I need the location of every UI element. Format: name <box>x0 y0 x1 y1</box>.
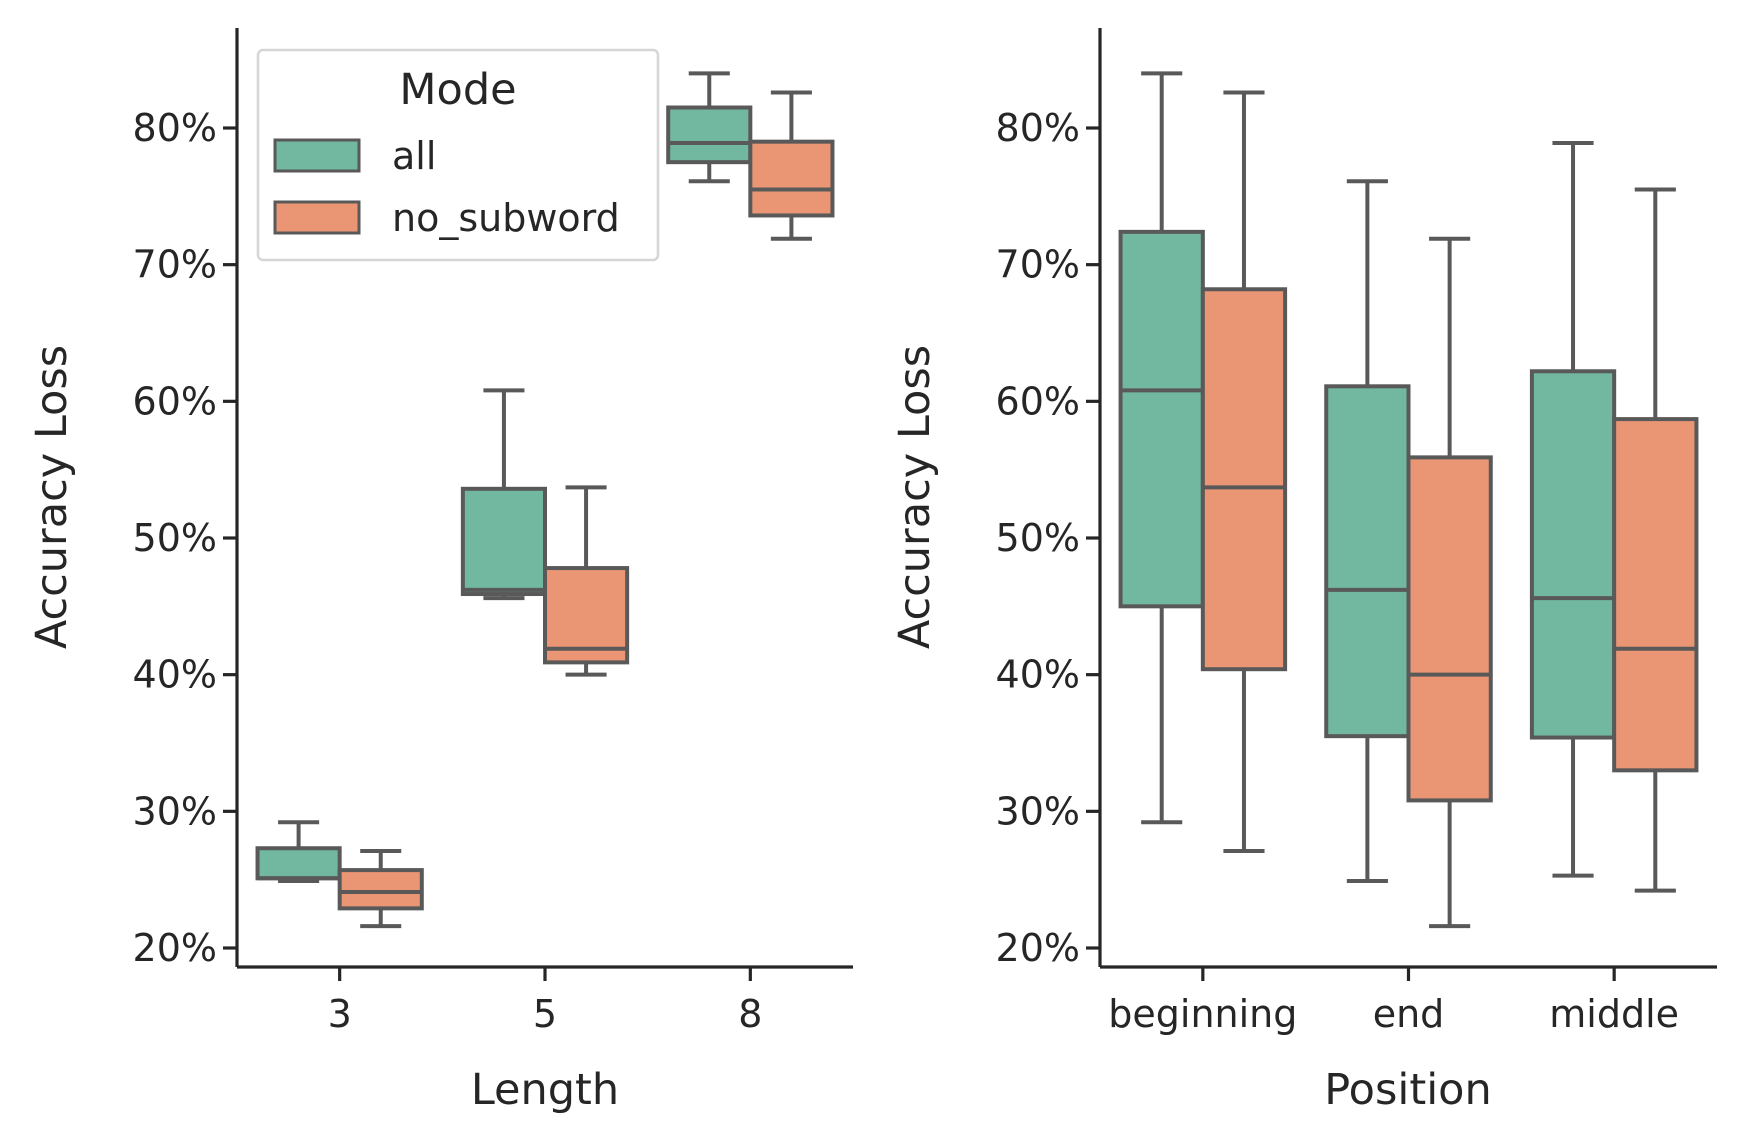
box-no-subword-5 <box>543 485 630 677</box>
x-tick-label: beginning <box>1108 992 1297 1036</box>
legend-swatch-no-subword <box>273 200 361 235</box>
y-ticks: 20% 30% 40% 50% 60% 70% 80% <box>996 106 1100 970</box>
iqr-box <box>666 105 753 165</box>
iqr-box <box>543 566 630 665</box>
legend-label-all: all <box>392 134 436 178</box>
y-tick-label: 40% <box>996 653 1080 697</box>
x-tick-label: end <box>1373 992 1445 1036</box>
box-all-middle <box>1529 141 1617 878</box>
y-tick-label: 20% <box>133 926 217 970</box>
y-tick-label: 70% <box>996 243 1080 287</box>
x-ticks: beginning end middle <box>1108 967 1679 1036</box>
iqr-box <box>460 486 547 597</box>
iqr-box <box>1118 229 1205 609</box>
chart-panel-position: 20% 30% 40% 50% 60% 70% 80% beginning end middle… <box>890 28 1717 1115</box>
box-all-beginning <box>1118 71 1205 825</box>
iqr-box <box>1612 417 1699 773</box>
iqr-box <box>748 139 835 218</box>
y-tick-label: 60% <box>996 379 1080 423</box>
x-tick-label: 3 <box>328 992 352 1036</box>
box-all-3 <box>255 820 342 884</box>
box-no-subword-3 <box>337 848 424 929</box>
x-tick-label: 8 <box>738 992 762 1036</box>
y-tick-label: 20% <box>996 926 1080 970</box>
y-tick-label: 80% <box>996 106 1080 150</box>
y-ticks: 20% 30% 40% 50% 60% 70% 80% <box>133 106 237 970</box>
box-layer-position <box>1118 71 1699 929</box>
box-all-end <box>1324 179 1411 884</box>
legend-swatch-all <box>273 138 361 173</box>
iqr-box <box>337 868 424 911</box>
box-no-subword-beginning <box>1200 90 1288 853</box>
y-tick-label: 60% <box>133 379 217 423</box>
x-tick-label: 5 <box>533 992 557 1036</box>
y-tick-label: 30% <box>133 789 217 833</box>
x-axis-title: Position <box>1324 1065 1491 1115</box>
box-all-8 <box>666 71 753 184</box>
y-tick-label: 50% <box>133 516 217 560</box>
y-axis-title: Accuracy Loss <box>890 345 940 649</box>
legend-title: Mode <box>399 65 516 115</box>
y-axis-title: Accuracy Loss <box>27 345 77 649</box>
x-axis-title: Length <box>471 1065 619 1115</box>
y-tick-label: 30% <box>996 789 1080 833</box>
box-all-5 <box>460 388 547 601</box>
iqr-box <box>1406 455 1493 803</box>
legend-label-no-subword: no_subword <box>392 196 620 240</box>
box-layer-length <box>255 71 835 929</box>
x-tick-label: middle <box>1549 992 1679 1036</box>
x-ticks: 3 5 8 <box>328 967 762 1036</box>
iqr-box <box>255 846 342 881</box>
box-no-subword-8 <box>748 90 835 241</box>
legend: Mode all no_subword <box>256 48 660 262</box>
box-no-subword-end <box>1406 236 1493 929</box>
y-tick-label: 70% <box>133 243 217 287</box>
iqr-box <box>1200 287 1288 672</box>
y-tick-label: 40% <box>133 653 217 697</box>
y-tick-label: 50% <box>996 516 1080 560</box>
y-tick-label: 80% <box>133 106 217 150</box>
box-no-subword-middle <box>1612 187 1699 893</box>
iqr-box <box>1529 369 1617 740</box>
iqr-box <box>1324 384 1411 739</box>
